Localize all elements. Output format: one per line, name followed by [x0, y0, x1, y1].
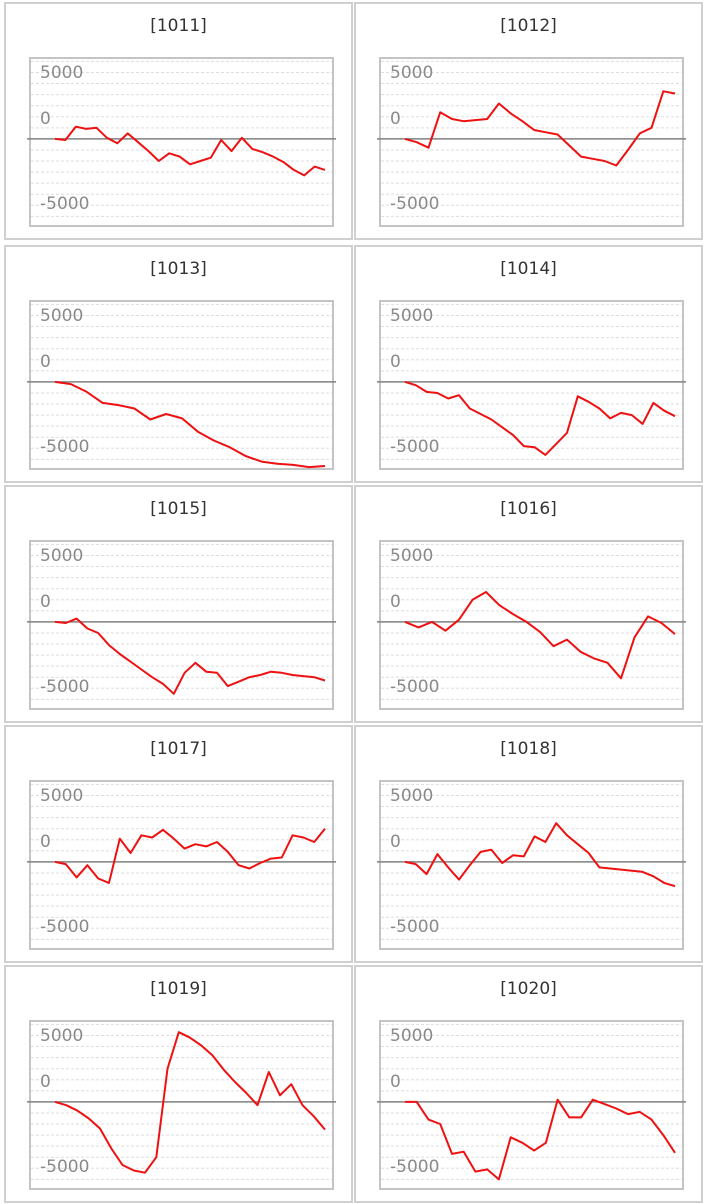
y-tick-label: -5000 [40, 194, 89, 214]
y-tick-label: 0 [390, 832, 401, 852]
chart-svg: 5000 0 -5000 [27, 1023, 336, 1180]
y-tick-label: 0 [40, 592, 51, 612]
chart-svg: 5000 0 -5000 [27, 303, 336, 469]
series-line [54, 380, 326, 469]
y-tick-label: -5000 [390, 677, 439, 697]
chart-panel: [1011] 5000 0 -5000 [4, 2, 353, 240]
y-tick-label: -5000 [40, 1157, 89, 1177]
plot-area [29, 57, 334, 227]
plot-area [379, 780, 684, 950]
y-tick-label: -5000 [40, 677, 89, 697]
series-line [404, 380, 676, 456]
series-line [54, 828, 326, 884]
chart-title: [1015] [150, 499, 207, 519]
y-tick-label: -5000 [390, 1157, 439, 1177]
plot-area [379, 1020, 684, 1190]
chart-title: [1020] [500, 979, 557, 999]
y-tick-label: 0 [40, 1072, 51, 1092]
series-line [54, 617, 326, 695]
chart-panel: [1012] 5000 0 -5000 [354, 2, 703, 240]
chart-title: [1017] [150, 739, 207, 759]
series-line [404, 822, 676, 888]
chart-title: [1016] [500, 499, 557, 519]
chart-svg: 5000 0 -5000 [27, 60, 336, 217]
y-tick-label: 5000 [40, 546, 83, 566]
y-tick-label: 0 [40, 109, 51, 129]
chart-svg: 5000 0 -5000 [377, 543, 686, 700]
chart-title: [1019] [150, 979, 207, 999]
chart-panel: [1014] 5000 0 -5000 [354, 245, 703, 483]
y-tick-label: 5000 [40, 306, 83, 326]
y-tick-label: 5000 [40, 786, 83, 806]
chart-svg: 5000 0 -5000 [27, 543, 336, 700]
series-line [54, 125, 326, 177]
y-tick-label: -5000 [390, 437, 439, 457]
y-tick-label: 5000 [390, 63, 433, 83]
y-tick-label: 0 [390, 1072, 401, 1092]
y-tick-label: 0 [390, 109, 401, 129]
chart-panel: [1015] 5000 0 -5000 [4, 485, 353, 723]
y-tick-label: 0 [40, 832, 51, 852]
y-tick-label: 5000 [40, 1026, 83, 1046]
y-tick-label: 0 [390, 592, 401, 612]
y-tick-label: 5000 [390, 546, 433, 566]
chart-title: [1011] [150, 16, 207, 36]
y-tick-label: -5000 [390, 194, 439, 214]
chart-title: [1013] [150, 259, 207, 279]
y-tick-label: -5000 [40, 917, 89, 937]
y-tick-label: 0 [40, 352, 51, 372]
y-tick-label: 0 [390, 352, 401, 372]
y-tick-label: 5000 [390, 786, 433, 806]
plot-area [29, 540, 334, 710]
chart-title: [1018] [500, 739, 557, 759]
y-tick-label: 5000 [40, 63, 83, 83]
plot-area [29, 1020, 334, 1190]
chart-title: [1014] [500, 259, 557, 279]
chart-svg: 5000 0 -5000 [377, 303, 686, 460]
chart-panel: [1017] 5000 0 -5000 [4, 725, 353, 963]
chart-svg: 5000 0 -5000 [377, 783, 686, 940]
series-line [404, 591, 676, 680]
y-tick-label: -5000 [40, 437, 89, 457]
y-tick-label: -5000 [390, 917, 439, 937]
y-tick-label: 5000 [390, 306, 433, 326]
series-line [405, 1098, 676, 1181]
chart-panel: [1018] 5000 0 -5000 [354, 725, 703, 963]
series-line [54, 1031, 326, 1174]
chart-panel: [1020] 5000 0 -5000 [354, 965, 703, 1203]
chart-panel: [1013] 5000 0 -5000 [4, 245, 353, 483]
chart-panel: [1016] 5000 0 -5000 [354, 485, 703, 723]
chart-svg: 5000 0 -5000 [27, 783, 336, 940]
chart-svg: 5000 0 -5000 [377, 60, 686, 217]
chart-panel: [1019] 5000 0 -5000 [4, 965, 353, 1203]
chart-title: [1012] [500, 16, 557, 36]
plot-area [29, 780, 334, 950]
y-tick-label: 5000 [390, 1026, 433, 1046]
plot-area [379, 300, 684, 470]
series-line [404, 90, 676, 167]
plot-area [29, 300, 334, 470]
chart-svg: 5000 0 -5000 [377, 1023, 686, 1181]
